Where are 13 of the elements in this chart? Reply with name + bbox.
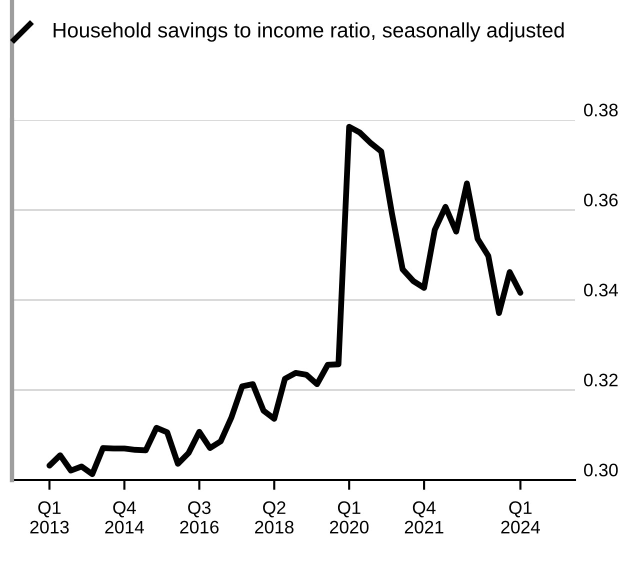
x-tick-label: Q1 2020 (330, 501, 369, 534)
legend-label: Household savings to income ratio, seasonally adjusted (54, 22, 564, 42)
y-tick-label: 0.32 (584, 374, 618, 386)
y-tick-label: 0.38 (584, 104, 618, 116)
x-tick-label: Q1 2013 (30, 501, 69, 534)
y-tick-label: 0.30 (584, 464, 618, 476)
x-tick-label: Q1 2024 (501, 501, 540, 534)
x-tick-label: Q4 2021 (404, 501, 444, 534)
y-tick-label: 0.34 (584, 284, 618, 296)
x-tick-label: Q3 2016 (180, 501, 219, 534)
x-tick-label: Q2 2018 (255, 501, 294, 534)
y-tick-label: 0.36 (584, 194, 618, 206)
x-tick-label: Q4 2014 (105, 501, 144, 534)
